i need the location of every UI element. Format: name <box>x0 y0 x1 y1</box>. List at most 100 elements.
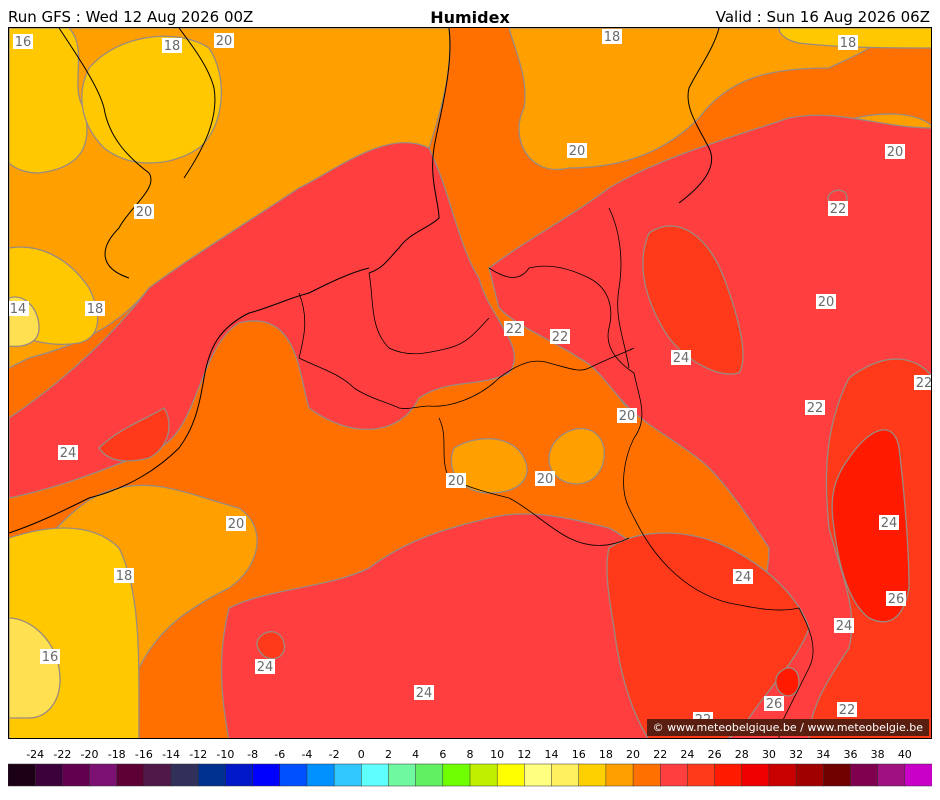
legend-swatch <box>306 763 335 787</box>
legend-swatch <box>62 763 91 787</box>
zone-22-south <box>220 513 708 738</box>
legend-swatch <box>795 763 825 787</box>
legend-tick-label: 40 <box>898 748 912 761</box>
valid-time: Valid : Sun 16 Aug 2026 06Z <box>715 8 930 26</box>
zone-26-far-east <box>831 429 910 623</box>
legend-tick-label: 12 <box>517 748 531 761</box>
svg-text:16: 16 <box>15 35 32 50</box>
legend-swatch <box>252 763 281 787</box>
legend-swatch <box>605 763 634 787</box>
label-24-s1: 24 <box>255 659 275 675</box>
svg-text:20: 20 <box>228 517 245 532</box>
legend-tick-label: 2 <box>385 748 392 761</box>
legend-swatch <box>768 763 797 787</box>
map-svg: 16 18 20 18 20 14 18 20 22 22 24 24 20 2… <box>9 28 931 738</box>
legend-tick-label: -12 <box>189 748 207 761</box>
legend-swatch <box>116 763 145 787</box>
legend-swatch <box>551 763 580 787</box>
label-20-sw: 20 <box>226 516 246 532</box>
svg-text:18: 18 <box>116 569 133 584</box>
label-20-c3: 20 <box>535 471 555 487</box>
label-24-c: 24 <box>671 350 691 366</box>
legend-swatch <box>361 763 390 787</box>
svg-text:24: 24 <box>257 660 274 675</box>
legend-tick-label: 26 <box>708 748 722 761</box>
legend-swatch <box>850 763 879 787</box>
legend-tick-label: -24 <box>26 748 44 761</box>
svg-text:18: 18 <box>87 302 104 317</box>
legend-swatch <box>415 763 444 787</box>
label-22-e2: 22 <box>914 375 931 391</box>
legend-tick-label: 20 <box>626 748 640 761</box>
zone-22-central-band <box>9 142 516 499</box>
label-24-se: 24 <box>733 569 753 585</box>
label-20-c2: 20 <box>446 473 466 489</box>
legend-tick-label: -16 <box>135 748 153 761</box>
zone-18-northwest <box>9 28 88 174</box>
label-18-ne: 18 <box>838 35 858 51</box>
legend-swatch <box>877 763 906 787</box>
legend-swatch <box>741 763 770 787</box>
svg-text:22: 22 <box>830 202 847 217</box>
svg-text:24: 24 <box>416 686 433 701</box>
legend-tick-label: 0 <box>358 748 365 761</box>
svg-text:22: 22 <box>839 703 856 718</box>
label-24-e: 24 <box>834 618 854 634</box>
label-24-s2: 24 <box>414 685 434 701</box>
label-24-fe: 24 <box>879 515 899 531</box>
copyright-notice: © www.meteobelgique.be / www.meteobelgie… <box>646 719 929 736</box>
svg-text:24: 24 <box>836 619 853 634</box>
svg-text:20: 20 <box>537 472 554 487</box>
label-18-w: 18 <box>85 301 105 317</box>
label-20-nw: 20 <box>134 204 154 220</box>
legend-swatch <box>143 763 172 787</box>
legend-tick-label: 10 <box>490 748 504 761</box>
legend-swatch <box>524 763 553 787</box>
legend-tick-label: 24 <box>680 748 694 761</box>
label-20-c1: 20 <box>617 408 637 424</box>
legend-tick-label: -6 <box>274 748 285 761</box>
legend-tick-label: 8 <box>467 748 474 761</box>
coastlines <box>9 28 720 534</box>
legend-tick-label: 34 <box>816 748 830 761</box>
legend-tick-label: -14 <box>162 748 180 761</box>
legend-swatch <box>659 763 689 787</box>
legend-tick-label: 6 <box>439 748 446 761</box>
legend-tick-label: -4 <box>301 748 312 761</box>
svg-text:18: 18 <box>840 36 857 51</box>
legend-swatch <box>197 763 227 787</box>
svg-text:18: 18 <box>604 30 621 45</box>
svg-text:26: 26 <box>888 592 905 607</box>
legend-tick-label: -2 <box>329 748 340 761</box>
run-info: Run GFS : Wed 12 Aug 2026 00Z <box>8 8 254 26</box>
zone-16-southwest <box>9 617 61 719</box>
label-20-nc: 20 <box>567 143 587 159</box>
legend-swatch <box>333 763 363 787</box>
label-20-e1: 20 <box>816 294 836 310</box>
svg-text:22: 22 <box>552 330 569 345</box>
chart-header: Run GFS : Wed 12 Aug 2026 00Z Humidex Va… <box>0 0 940 27</box>
label-18-top: 18 <box>602 29 622 45</box>
zone-18-north-blob <box>81 35 222 164</box>
label-16-sw: 16 <box>40 649 60 665</box>
svg-text:20: 20 <box>136 205 153 220</box>
color-legend: -24 -22 -20 -18 -16 -14 -12 -10 -8 -6 -4 -2 0 2 4 6 8 10 1… <box>8 744 932 790</box>
label-18-sw: 18 <box>114 568 134 584</box>
legend-swatch <box>687 763 716 787</box>
legend-tick-label: 4 <box>412 748 419 761</box>
legend-tick-label: 14 <box>545 748 559 761</box>
label-14-w: 14 <box>9 301 29 317</box>
label-22-e1: 22 <box>805 400 825 416</box>
legend-tick-label: -10 <box>216 748 234 761</box>
label-26-se: 26 <box>764 696 784 712</box>
legend-swatch <box>469 763 498 787</box>
legend-tick-label: 38 <box>871 748 885 761</box>
svg-text:20: 20 <box>569 144 586 159</box>
legend-swatch <box>225 763 254 787</box>
legend-tick-label: -20 <box>81 748 99 761</box>
svg-text:20: 20 <box>818 295 835 310</box>
legend-swatch <box>714 763 743 787</box>
svg-text:20: 20 <box>619 409 636 424</box>
legend-swatch <box>823 763 852 787</box>
legend-swatch <box>170 763 199 787</box>
